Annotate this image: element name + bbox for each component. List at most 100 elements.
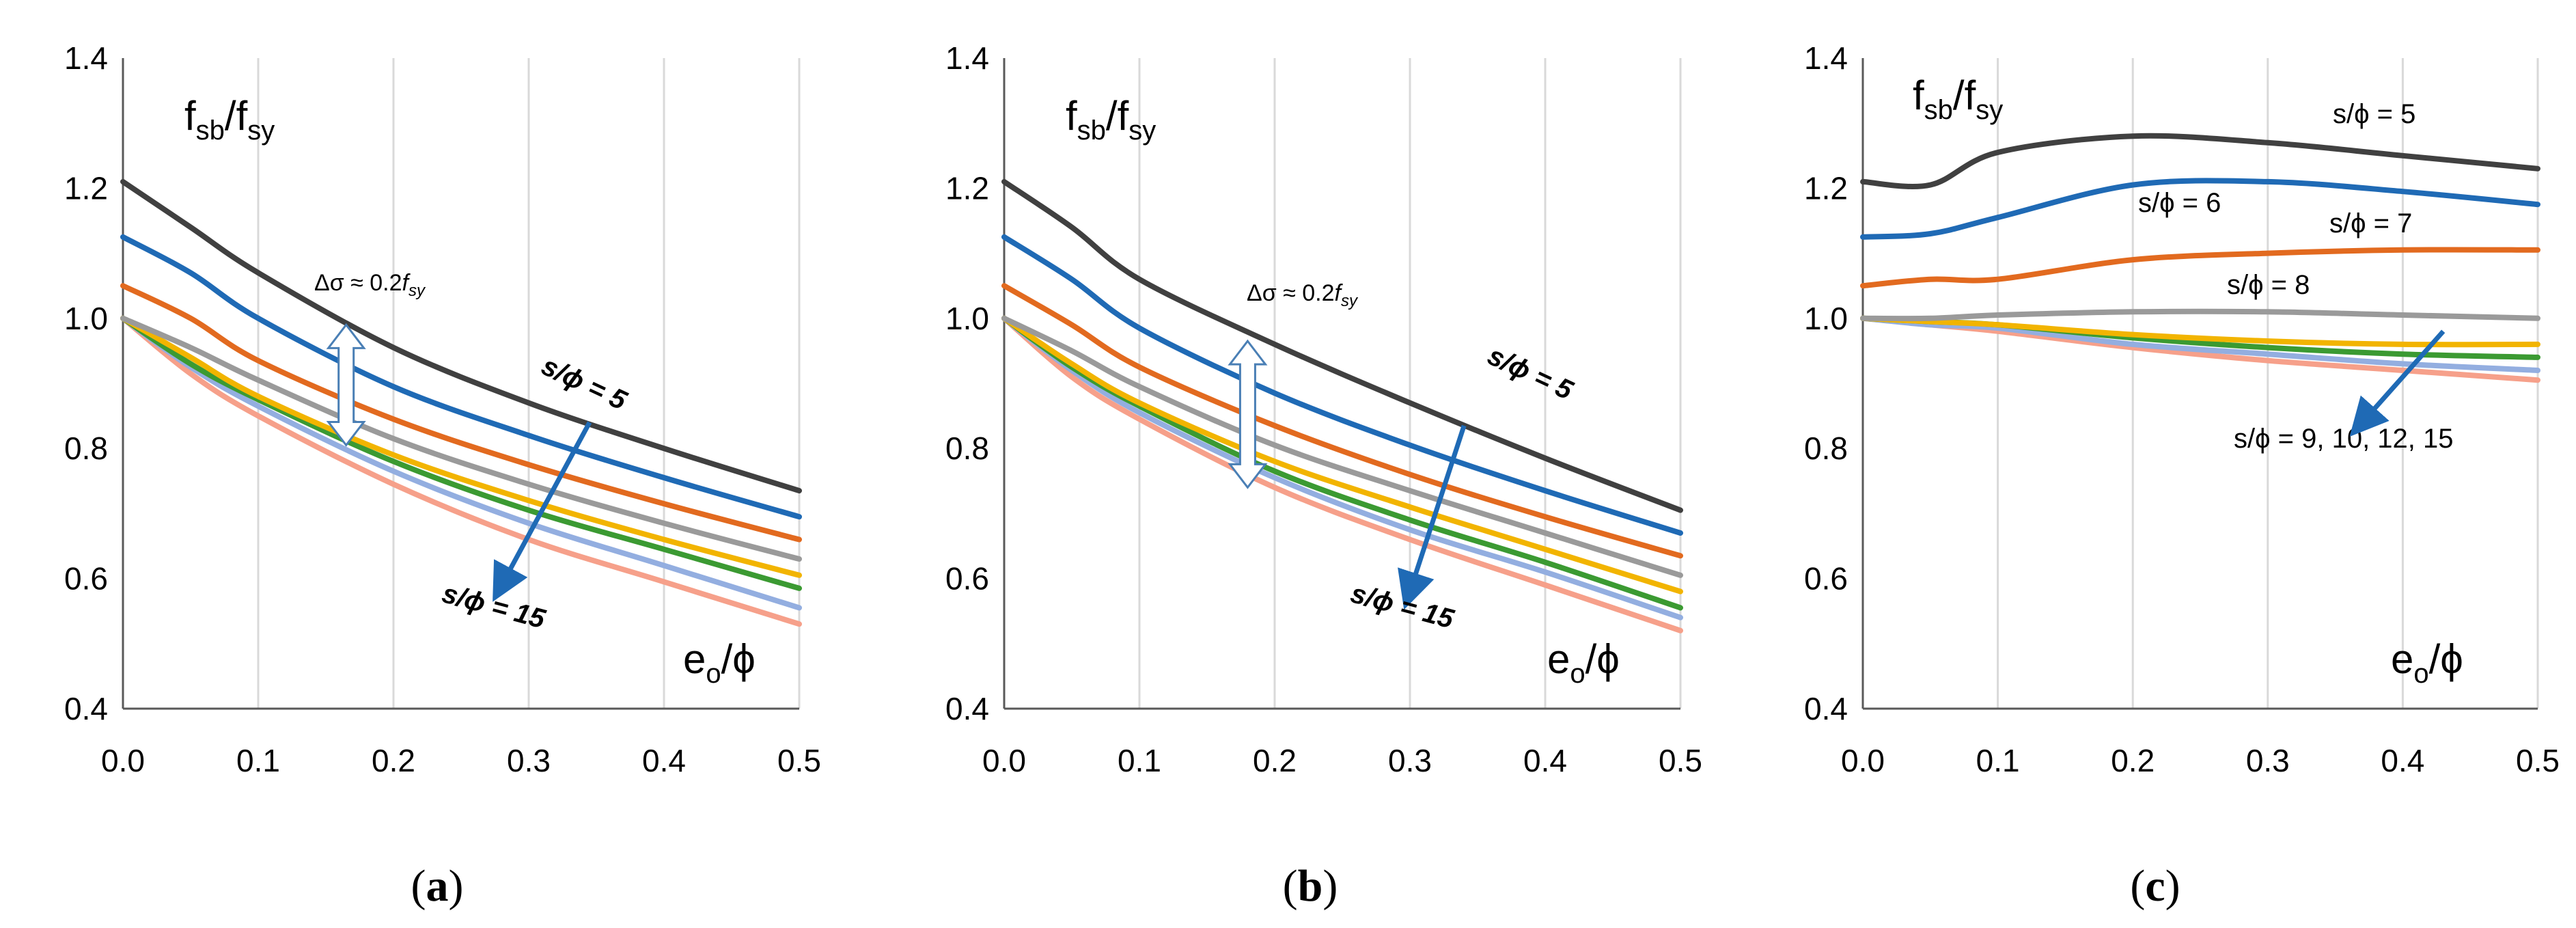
- x-tick-label: 0.2: [1253, 743, 1297, 778]
- series-line: [120, 283, 802, 543]
- series-line: [1860, 315, 2540, 373]
- x-tick-label: 0.1: [1118, 743, 1161, 778]
- panel-b-label-s15: s/ϕ = 15: [1348, 578, 1458, 634]
- panel-c-caption: (c): [2130, 861, 2180, 911]
- series-line: [120, 315, 802, 562]
- y-tick-label: 1.2: [1804, 170, 1848, 206]
- x-tick-label: 0.4: [2381, 743, 2424, 778]
- panel-c-trend-arrow: [2349, 329, 2446, 437]
- series-line: [1860, 247, 2540, 289]
- chart-panel-c: 0.0 0.1 0.2 0.3 0.4 0.5 0.4 0.6 0.8 1.0 1.2 1.4 fsb…: [1804, 40, 2560, 911]
- panel-c-label-s-rest: s/ϕ = 9, 10, 12, 15: [2234, 424, 2454, 454]
- panel-a-delta-arrow: [326, 323, 366, 447]
- x-tick-label: 0.3: [1388, 743, 1432, 778]
- panel-a-tick-labels: 0.0 0.1 0.2 0.3 0.4 0.5 0.4 0.6 0.8 1.0 1.2 1.4: [64, 40, 821, 778]
- series-line: [1860, 308, 2540, 322]
- panel-c-axes: [1861, 58, 2538, 710]
- panel-a-caption: (a): [411, 861, 464, 911]
- series-line: [1001, 315, 1683, 595]
- panel-a-x-axis-title: eo/ϕ: [683, 636, 756, 689]
- panel-b-series: [1001, 178, 1683, 633]
- series-line: [120, 315, 802, 611]
- panel-b-label-s5: s/ϕ = 5: [1483, 340, 1577, 406]
- y-tick-label: 0.8: [1804, 431, 1848, 466]
- panel-b-delta-label: Δσ ≈ 0.2fsy: [1247, 280, 1359, 310]
- x-tick-label: 0.0: [982, 743, 1026, 778]
- x-tick-label: 0.3: [2246, 743, 2290, 778]
- x-tick-label: 0.5: [1659, 743, 1702, 778]
- panel-b-trend-arrow: [1398, 424, 1467, 610]
- panel-a-trend-arrow: [493, 421, 592, 602]
- panel-c-label-s6: s/ϕ = 6: [2138, 188, 2221, 218]
- series-line: [1001, 315, 1683, 633]
- series-line: [120, 315, 802, 627]
- x-tick-label: 0.2: [372, 743, 415, 778]
- series-line: [120, 315, 802, 591]
- x-tick-label: 0.0: [101, 743, 145, 778]
- series-line: [120, 234, 802, 520]
- series-line: [120, 315, 802, 578]
- x-tick-label: 0.1: [1976, 743, 2020, 778]
- series-line: [1860, 315, 2540, 348]
- y-tick-label: 1.4: [1804, 40, 1848, 76]
- delta-double-arrow: [326, 323, 366, 447]
- x-tick-label: 0.0: [1841, 743, 1885, 778]
- panel-a-axes: [122, 58, 799, 710]
- panel-a-label-s15: s/ϕ = 15: [439, 578, 549, 634]
- trend-arrow-line: [493, 421, 592, 602]
- y-tick-label: 1.0: [1804, 301, 1848, 336]
- x-tick-label: 0.5: [777, 743, 821, 778]
- panel-a-delta-label: Δσ ≈ 0.2fsy: [314, 270, 426, 300]
- panel-b-delta-arrow: [1228, 339, 1268, 489]
- panel-b-grid: [1138, 58, 1682, 709]
- panel-a-label-s5: s/ϕ = 5: [537, 351, 631, 416]
- series-line: [1001, 315, 1683, 620]
- x-tick-label: 0.4: [642, 743, 686, 778]
- panel-c-series: [1860, 133, 2540, 383]
- y-tick-label: 0.6: [64, 561, 108, 597]
- panel-b-caption: (b): [1283, 861, 1338, 911]
- panel-a-grid: [257, 58, 801, 709]
- series-line: [1001, 315, 1683, 578]
- y-tick-label: 0.8: [64, 431, 108, 466]
- panel-c-tick-labels: 0.0 0.1 0.2 0.3 0.4 0.5 0.4 0.6 0.8 1.0 1.2 1.4: [1804, 40, 2560, 778]
- y-tick-label: 1.0: [64, 301, 108, 336]
- panel-c-y-axis-title: fsb/fsy: [1913, 72, 2003, 125]
- y-tick-label: 0.6: [1804, 561, 1848, 597]
- panel-c-x-axis-title: eo/ϕ: [2391, 636, 2463, 689]
- panel-a-y-axis-title: fsb/fsy: [184, 93, 275, 146]
- y-tick-label: 0.4: [64, 691, 108, 726]
- chart-panel-b: 0.0 0.1 0.2 0.3 0.4 0.5 0.4 0.6 0.8 1.0 1.2 1.4 fsb…: [945, 40, 1702, 911]
- panel-b-y-axis-title: fsb/fsy: [1066, 93, 1156, 146]
- y-tick-label: 0.4: [945, 691, 989, 726]
- series-line: [1860, 178, 2540, 240]
- series-line: [1001, 315, 1683, 611]
- x-tick-label: 0.1: [236, 743, 280, 778]
- series-line: [120, 178, 802, 494]
- y-tick-label: 1.0: [945, 301, 989, 336]
- series-line: [1001, 178, 1683, 513]
- panel-b-tick-labels: 0.0 0.1 0.2 0.3 0.4 0.5 0.4 0.6 0.8 1.0 1.2 1.4: [945, 40, 1702, 778]
- series-line: [1860, 133, 2540, 189]
- x-tick-label: 0.2: [2111, 743, 2155, 778]
- y-tick-label: 0.4: [1804, 691, 1848, 726]
- y-tick-label: 0.6: [945, 561, 989, 597]
- y-tick-label: 1.2: [64, 170, 108, 206]
- panel-c-label-s8: s/ϕ = 8: [2227, 270, 2310, 300]
- panel-b-x-axis-title: eo/ϕ: [1547, 636, 1620, 689]
- y-tick-label: 0.8: [945, 431, 989, 466]
- y-tick-label: 1.2: [945, 170, 989, 206]
- panel-c-label-s7: s/ϕ = 7: [2329, 208, 2412, 238]
- panel-b-axes: [1003, 58, 1680, 710]
- panel-a-series: [120, 178, 802, 627]
- trend-arrow-line: [2349, 329, 2446, 437]
- delta-double-arrow: [1228, 339, 1268, 489]
- x-tick-label: 0.4: [1523, 743, 1567, 778]
- y-tick-label: 1.4: [945, 40, 989, 76]
- panel-c-grid: [1997, 58, 2539, 709]
- chart-panel-a: 0.0 0.1 0.2 0.3 0.4 0.5 0.4 0.6 0.8 1.0 1.2 1.4 fsb…: [64, 40, 821, 911]
- y-tick-label: 1.4: [64, 40, 108, 76]
- series-line: [1001, 234, 1683, 536]
